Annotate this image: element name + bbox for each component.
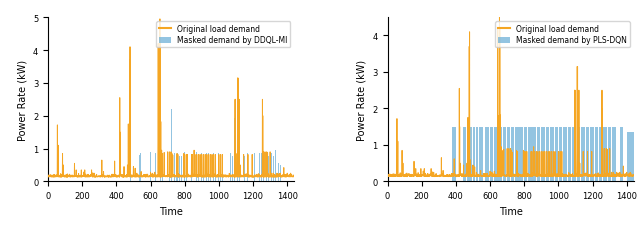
Legend: Original load demand, Masked demand by PLS-DQN: Original load demand, Masked demand by P… — [495, 22, 630, 48]
X-axis label: Time: Time — [159, 206, 183, 216]
Legend: Original load demand, Masked demand by DDQL-MI: Original load demand, Masked demand by D… — [156, 22, 290, 48]
Y-axis label: Power Rate (kW): Power Rate (kW) — [17, 59, 28, 140]
X-axis label: Time: Time — [499, 206, 522, 216]
Y-axis label: Power Rate (kW): Power Rate (kW) — [357, 59, 367, 140]
